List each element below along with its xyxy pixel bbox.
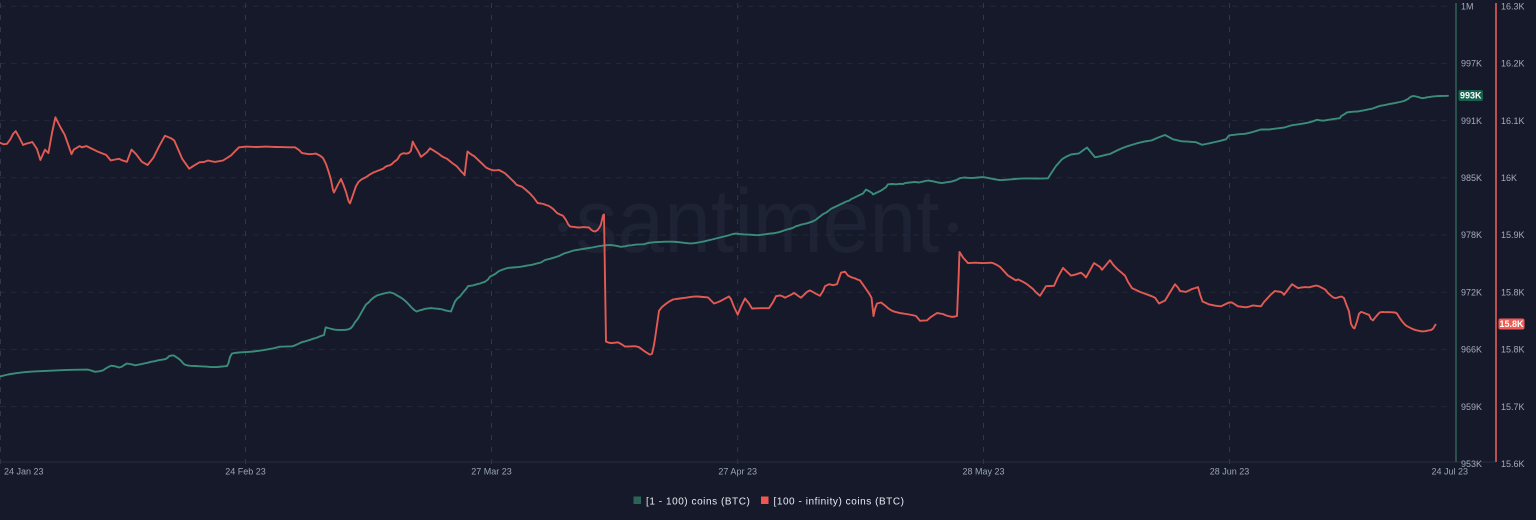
svg-text:16.3K: 16.3K bbox=[1501, 1, 1525, 11]
svg-text:15.9K: 15.9K bbox=[1501, 230, 1525, 240]
svg-text:15.8K: 15.8K bbox=[1501, 287, 1525, 297]
svg-text:985K: 985K bbox=[1461, 173, 1482, 183]
svg-text:978K: 978K bbox=[1461, 230, 1482, 240]
svg-text:972K: 972K bbox=[1461, 287, 1482, 297]
svg-text:[1 - 100) coins (BTC): [1 - 100) coins (BTC) bbox=[646, 496, 750, 507]
svg-text:953K: 953K bbox=[1461, 459, 1482, 469]
svg-text:27 Apr 23: 27 Apr 23 bbox=[718, 467, 757, 477]
svg-text:993K: 993K bbox=[1460, 91, 1482, 101]
svg-text:28 May 23: 28 May 23 bbox=[962, 467, 1004, 477]
svg-text:16.1K: 16.1K bbox=[1501, 116, 1525, 126]
svg-text:24 Feb 23: 24 Feb 23 bbox=[225, 467, 266, 477]
svg-text:27 Mar 23: 27 Mar 23 bbox=[471, 467, 512, 477]
svg-text:1M: 1M bbox=[1461, 1, 1474, 11]
svg-text:24 Jan 23: 24 Jan 23 bbox=[4, 467, 44, 477]
svg-text:15.8K: 15.8K bbox=[1501, 345, 1525, 355]
svg-text:16K: 16K bbox=[1501, 173, 1517, 183]
svg-text:28 Jun 23: 28 Jun 23 bbox=[1210, 467, 1250, 477]
svg-text:16.2K: 16.2K bbox=[1501, 59, 1525, 69]
svg-text:15.8K: 15.8K bbox=[1499, 319, 1524, 329]
svg-text:15.6K: 15.6K bbox=[1501, 459, 1525, 469]
svg-text:966K: 966K bbox=[1461, 345, 1482, 355]
svg-text:[100 - infinity) coins (BTC): [100 - infinity) coins (BTC) bbox=[774, 496, 905, 507]
svg-text:991K: 991K bbox=[1461, 116, 1482, 126]
svg-text:15.7K: 15.7K bbox=[1501, 402, 1525, 412]
svg-text:959K: 959K bbox=[1461, 402, 1482, 412]
svg-text:santiment: santiment bbox=[576, 172, 940, 272]
svg-text:997K: 997K bbox=[1461, 59, 1482, 69]
svg-text:24 Jul 23: 24 Jul 23 bbox=[1431, 467, 1468, 477]
